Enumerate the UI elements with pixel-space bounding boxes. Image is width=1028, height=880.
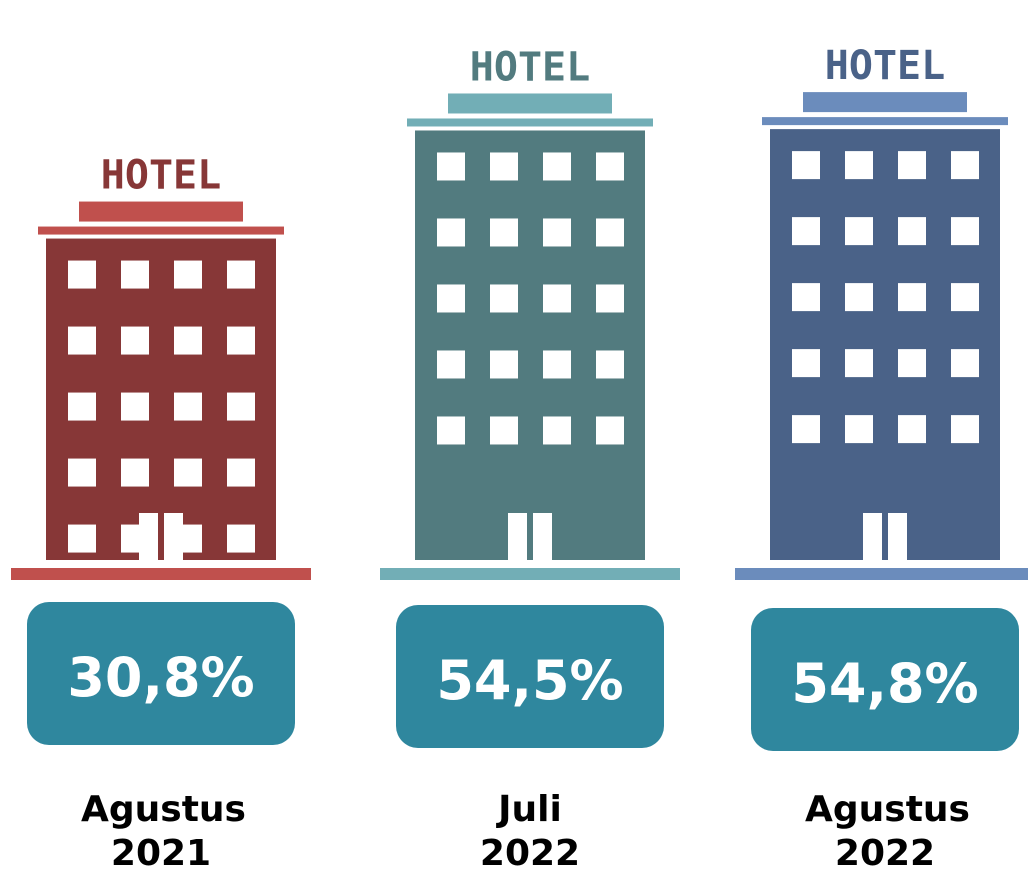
window — [121, 326, 149, 355]
door — [533, 513, 552, 560]
window — [227, 524, 255, 553]
window — [596, 152, 624, 181]
window — [543, 416, 571, 445]
window — [121, 260, 149, 289]
window — [121, 392, 149, 421]
window — [437, 218, 465, 247]
window — [174, 458, 202, 487]
door — [888, 513, 907, 560]
window — [792, 283, 820, 312]
door — [164, 513, 183, 560]
window — [437, 152, 465, 181]
building — [415, 130, 645, 561]
window — [845, 349, 873, 378]
window — [898, 151, 926, 180]
window — [596, 284, 624, 313]
window — [596, 350, 624, 379]
window — [437, 284, 465, 313]
door — [863, 513, 882, 560]
window — [792, 415, 820, 444]
window — [490, 416, 518, 445]
window — [543, 152, 571, 181]
roof-ledge — [762, 117, 1008, 126]
window — [951, 283, 979, 312]
window — [951, 349, 979, 378]
hotel-sign: HOTEL — [825, 43, 945, 89]
window — [227, 458, 255, 487]
window — [898, 349, 926, 378]
window — [898, 415, 926, 444]
window — [174, 326, 202, 355]
door — [139, 513, 158, 560]
building-base — [11, 568, 311, 580]
window — [792, 217, 820, 246]
window — [596, 416, 624, 445]
window — [845, 217, 873, 246]
window — [490, 152, 518, 181]
building-base — [735, 568, 1028, 580]
sign-bar — [448, 93, 612, 114]
category-label: Agustus 2022 — [805, 789, 970, 874]
value-box — [751, 608, 1019, 751]
window — [898, 283, 926, 312]
value-label: 54,5% — [436, 649, 623, 712]
window — [845, 415, 873, 444]
window — [68, 458, 96, 487]
building — [770, 129, 1000, 560]
window — [845, 283, 873, 312]
window — [68, 392, 96, 421]
window — [227, 260, 255, 289]
window — [437, 416, 465, 445]
window — [845, 151, 873, 180]
door — [508, 513, 527, 560]
window — [227, 392, 255, 421]
value-label: 54,8% — [791, 652, 978, 715]
window — [596, 218, 624, 247]
hotel-sign: HOTEL — [470, 44, 590, 90]
hotel-sign: HOTEL — [101, 153, 221, 199]
window — [68, 524, 96, 553]
category-label: Juli 2022 — [479, 789, 581, 874]
category-label: Agustus 2021 — [81, 789, 246, 874]
window — [174, 392, 202, 421]
window — [174, 260, 202, 289]
window — [543, 218, 571, 247]
value-label: 30,8% — [67, 646, 254, 709]
window — [437, 350, 465, 379]
window — [543, 284, 571, 313]
window — [227, 326, 255, 355]
roof-ledge — [38, 226, 284, 235]
window — [543, 350, 571, 379]
window — [951, 151, 979, 180]
window — [68, 260, 96, 289]
window — [951, 217, 979, 246]
value-box — [27, 602, 295, 745]
value-box — [396, 605, 664, 748]
building-base — [380, 568, 680, 580]
window — [898, 217, 926, 246]
window — [490, 350, 518, 379]
roof-ledge — [407, 118, 653, 127]
window — [490, 284, 518, 313]
window — [68, 326, 96, 355]
window — [792, 151, 820, 180]
sign-bar — [79, 201, 243, 222]
window — [792, 349, 820, 378]
sign-bar — [803, 92, 967, 113]
window — [951, 415, 979, 444]
window — [121, 458, 149, 487]
window — [490, 218, 518, 247]
